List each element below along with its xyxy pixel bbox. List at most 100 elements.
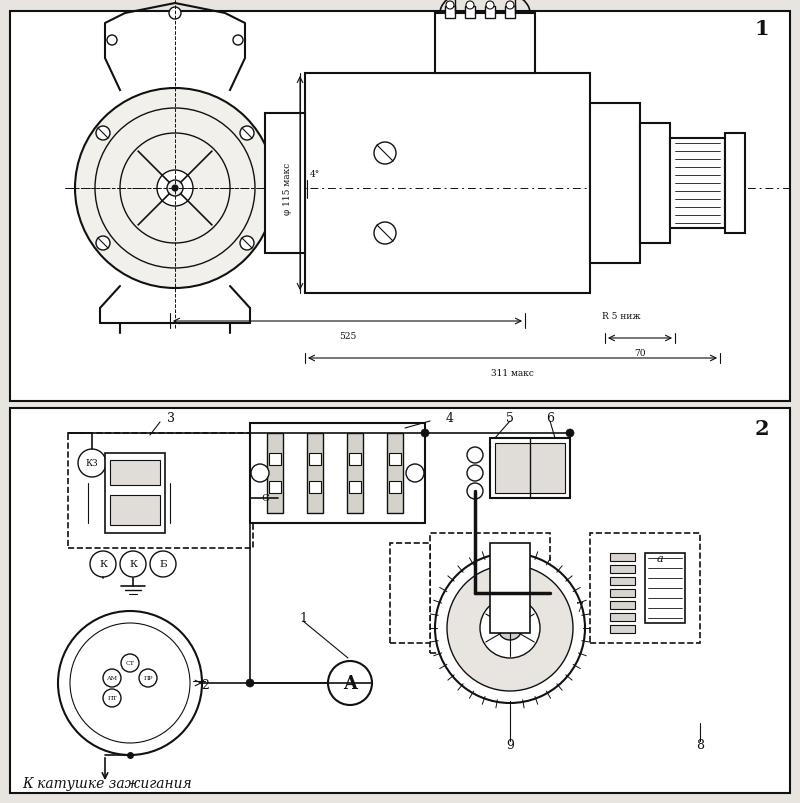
- Bar: [610, 601, 635, 609]
- Circle shape: [435, 553, 585, 703]
- Bar: [590, 533, 700, 643]
- Bar: [349, 482, 361, 493]
- Circle shape: [506, 2, 514, 10]
- Bar: [265, 114, 305, 254]
- Circle shape: [233, 36, 243, 46]
- Text: 9: 9: [506, 739, 514, 752]
- Circle shape: [486, 2, 494, 10]
- Circle shape: [90, 552, 116, 577]
- Bar: [10, 409, 790, 793]
- Bar: [110, 495, 160, 525]
- Circle shape: [75, 89, 275, 288]
- Circle shape: [96, 237, 110, 251]
- Circle shape: [103, 669, 121, 687]
- Bar: [309, 482, 321, 493]
- Circle shape: [157, 171, 193, 206]
- Text: К катушке зажигания: К катушке зажигания: [22, 776, 192, 790]
- Bar: [610, 565, 635, 573]
- Text: 7: 7: [576, 601, 584, 615]
- Text: К: К: [99, 560, 107, 569]
- Text: С: С: [261, 494, 269, 503]
- Bar: [309, 454, 321, 466]
- Circle shape: [240, 127, 254, 141]
- Circle shape: [446, 2, 454, 10]
- Bar: [610, 613, 635, 622]
- Bar: [10, 12, 790, 402]
- Bar: [250, 423, 425, 524]
- Polygon shape: [102, 651, 158, 715]
- Bar: [389, 454, 401, 466]
- Text: A: A: [343, 675, 357, 692]
- Text: ПТ: ПТ: [107, 695, 117, 701]
- Bar: [307, 434, 323, 513]
- Bar: [485, 7, 495, 19]
- Circle shape: [566, 430, 574, 438]
- Bar: [305, 74, 590, 294]
- Bar: [389, 482, 401, 493]
- Circle shape: [374, 143, 396, 165]
- Circle shape: [240, 237, 254, 251]
- Text: 5: 5: [506, 412, 514, 425]
- Text: 4: 4: [446, 412, 454, 425]
- Bar: [670, 139, 725, 229]
- Bar: [105, 454, 165, 533]
- Circle shape: [467, 483, 483, 499]
- Bar: [490, 544, 530, 634]
- Text: φ 115 макс: φ 115 макс: [282, 163, 291, 215]
- Text: 2: 2: [201, 679, 209, 691]
- Circle shape: [139, 669, 157, 687]
- Circle shape: [96, 127, 110, 141]
- Circle shape: [328, 661, 372, 705]
- Circle shape: [447, 565, 573, 691]
- Circle shape: [467, 447, 483, 463]
- Circle shape: [95, 109, 255, 269]
- Circle shape: [169, 8, 181, 20]
- Text: АМ: АМ: [106, 675, 118, 681]
- Circle shape: [107, 36, 117, 46]
- Circle shape: [150, 552, 176, 577]
- Bar: [645, 553, 685, 623]
- Text: 6: 6: [546, 412, 554, 425]
- Bar: [267, 434, 283, 513]
- Circle shape: [374, 222, 396, 245]
- Bar: [640, 124, 670, 243]
- Circle shape: [120, 552, 146, 577]
- Bar: [610, 626, 635, 634]
- Bar: [110, 460, 160, 485]
- Bar: [725, 134, 745, 234]
- Text: КЗ: КЗ: [86, 459, 98, 468]
- Circle shape: [58, 611, 202, 755]
- Bar: [495, 443, 565, 493]
- Bar: [387, 434, 403, 513]
- Circle shape: [466, 2, 474, 10]
- Circle shape: [121, 654, 139, 672]
- Text: 3: 3: [166, 412, 174, 425]
- Circle shape: [252, 485, 278, 512]
- Bar: [590, 104, 640, 263]
- Text: Б: Б: [159, 560, 167, 569]
- Circle shape: [70, 623, 190, 743]
- Circle shape: [251, 464, 269, 483]
- Bar: [347, 434, 363, 513]
- Text: 311 макс: 311 макс: [491, 369, 534, 377]
- Text: 4°: 4°: [310, 169, 320, 179]
- Bar: [610, 577, 635, 585]
- Bar: [269, 482, 281, 493]
- Text: 2: 2: [754, 418, 770, 438]
- Circle shape: [498, 616, 522, 640]
- Bar: [390, 544, 430, 643]
- Text: 1: 1: [299, 612, 307, 625]
- Circle shape: [406, 464, 424, 483]
- Bar: [505, 7, 515, 19]
- Text: СТ: СТ: [126, 661, 134, 666]
- Circle shape: [172, 185, 178, 192]
- Circle shape: [120, 134, 230, 243]
- Bar: [610, 589, 635, 597]
- Bar: [430, 533, 550, 653]
- Bar: [68, 434, 253, 548]
- Bar: [269, 454, 281, 466]
- Text: К: К: [129, 560, 137, 569]
- Bar: [349, 454, 361, 466]
- Text: R 5 ниж: R 5 ниж: [602, 312, 641, 320]
- Bar: [445, 7, 455, 19]
